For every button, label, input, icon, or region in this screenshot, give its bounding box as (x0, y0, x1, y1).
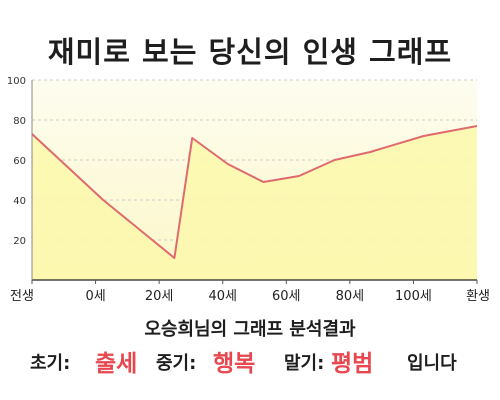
life-graph-chart: 20 40 60 80 100 전생 0세 20세 40세 60세 80세 100세 환생 (7, 76, 490, 304)
middle-period-label: 중기: (156, 353, 197, 374)
x-tick-label: 80세 (336, 289, 365, 304)
late-period-value: 평범 (331, 351, 374, 377)
x-tick-label: 100세 (395, 289, 432, 304)
x-tick-label: 0세 (85, 289, 105, 304)
y-tick-label: 40 (13, 196, 26, 207)
middle-period-value: 행복 (213, 351, 256, 377)
x-tick-label: 전생 (10, 289, 34, 304)
y-tick-label: 20 (13, 236, 26, 247)
analysis-summary: 오승희님의 그래프 분석결과 (144, 319, 356, 340)
x-tick-label: 환생 (466, 289, 490, 304)
late-period-label: 말기: (284, 353, 325, 374)
analysis-result-row: 초기: 출세 중기: 행복 말기: 평범 입니다 (0, 347, 500, 381)
early-period-value: 출세 (95, 351, 138, 377)
life-line (31, 125, 478, 259)
early-period-label: 초기: (30, 353, 71, 374)
y-tick-label: 100 (7, 76, 26, 87)
y-tick-label: 80 (13, 116, 26, 127)
x-tick-label: 60세 (272, 289, 301, 304)
ending-text: 입니다 (407, 353, 457, 374)
y-tick-label: 60 (13, 156, 26, 167)
chart-title: 재미로 보는 당신의 인생 그래프 (47, 35, 453, 69)
life-area-fill (32, 126, 477, 280)
x-tick-label: 40세 (208, 289, 237, 304)
x-tick-label: 20세 (145, 289, 174, 304)
